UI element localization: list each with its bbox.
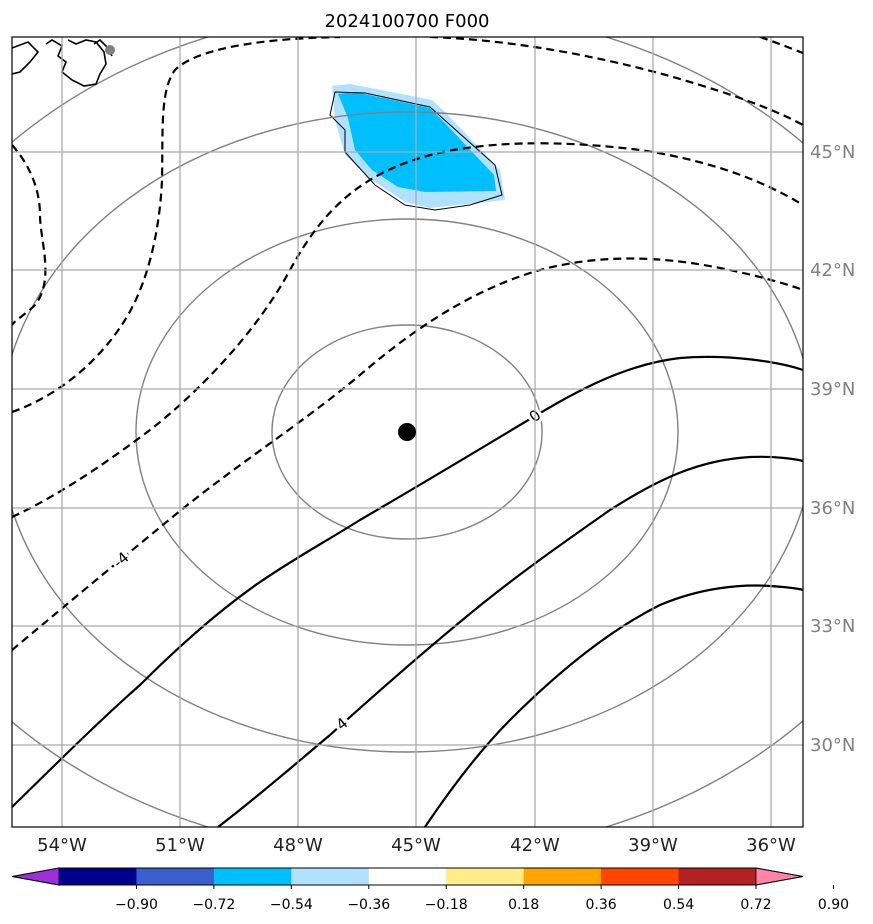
- storm-center-marker: [398, 423, 416, 441]
- colorbar-swatch: [291, 868, 370, 885]
- colorbar-tick-label: −0.36: [347, 897, 390, 913]
- lon-tick-label: 42°W: [510, 835, 560, 856]
- contour-labels: 0 -4 4: [107, 403, 546, 735]
- map-title: 2024100700 F000: [325, 11, 490, 32]
- colorbar-outline: [11, 867, 804, 886]
- colorbar-swatch: [59, 868, 137, 885]
- colorbar-swatch: [368, 868, 447, 885]
- gridlines: [12, 37, 803, 827]
- lon-tick-label: 51°W: [155, 835, 205, 856]
- lon-tick-label: 39°W: [628, 835, 678, 856]
- range-rings: [12, 37, 803, 827]
- anomaly-patch-strong: [338, 92, 496, 192]
- colorbar-tick-label: 0.18: [508, 897, 539, 913]
- colorbar-tick-label: −0.90: [115, 897, 158, 913]
- range-ring: [12, 111, 803, 753]
- colorbar-swatch: [136, 868, 215, 885]
- lon-tick-label: 54°W: [37, 835, 87, 856]
- lat-tick-label: 30°N: [810, 735, 855, 756]
- map-frame: [11, 36, 804, 828]
- lat-tick-labels: 30°N 33°N 36°N 39°N 42°N 45°N: [810, 142, 855, 756]
- range-ring: [135, 218, 679, 646]
- colorbar-swatch: [601, 868, 680, 885]
- colorbar-extend-high: [755, 867, 804, 886]
- lat-tick-label: 39°N: [810, 379, 855, 400]
- lat-tick-label: 36°N: [810, 498, 855, 519]
- island-marker: [105, 45, 115, 55]
- colorbar-swatch: [446, 868, 525, 885]
- colorbar-tick-label: 0.90: [818, 897, 849, 913]
- colorbar-tick-label: 0.72: [740, 897, 771, 913]
- colorbar-tick-label: 0.54: [663, 897, 694, 913]
- lat-tick-label: 42°N: [810, 260, 855, 281]
- lon-tick-label: 45°W: [391, 835, 441, 856]
- contour-label: -4: [109, 548, 132, 571]
- colorbar-tick-label: −0.54: [270, 897, 313, 913]
- map-area: 0 -4 4: [12, 37, 803, 827]
- range-ring: [271, 324, 543, 540]
- lon-tick-label: 36°W: [746, 835, 796, 856]
- colorbar-tick-label: −0.18: [425, 897, 468, 913]
- colorbar-swatch: [678, 868, 757, 885]
- colorbar-tick-label: −0.72: [192, 897, 235, 913]
- lon-tick-labels: 54°W 51°W 48°W 45°W 42°W 39°W 36°W: [37, 835, 796, 856]
- lat-tick-label: 45°N: [810, 142, 855, 163]
- dashed-contours: [12, 37, 803, 651]
- lat-tick-label: 33°N: [810, 616, 855, 637]
- lon-tick-label: 48°W: [273, 835, 323, 856]
- colorbar: −0.90 −0.72 −0.54 −0.36 −0.18 0.18 0.36 0.54 0.7…: [11, 867, 849, 913]
- colorbar-swatch: [523, 868, 602, 885]
- colorbar-tick-label: 0.36: [586, 897, 617, 913]
- colorbar-extend-low: [11, 867, 60, 886]
- colorbar-swatch: [213, 868, 292, 885]
